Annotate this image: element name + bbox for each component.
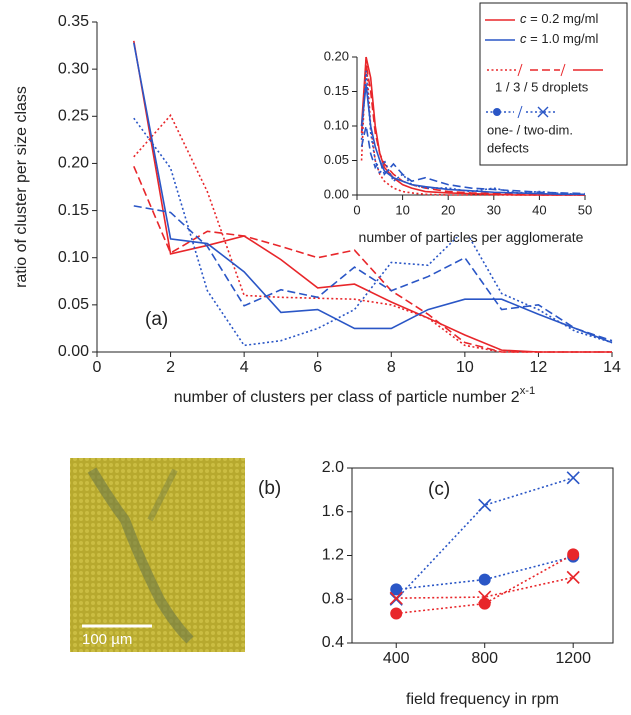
- y-tick-label: 0.05: [324, 152, 349, 167]
- y-tick-label: 0.20: [324, 48, 349, 63]
- x-axis-label-text: number of clusters per class of particle…: [174, 389, 520, 406]
- legend-label-italic: c: [520, 31, 527, 46]
- y-tick-label: 0.10: [324, 117, 349, 132]
- marker: [390, 583, 403, 596]
- series-line: [396, 555, 574, 591]
- x-axis-label: number of clusters per class of particle…: [174, 385, 535, 406]
- legend-label: defects: [487, 140, 529, 155]
- y-tick-label: 1.6: [322, 503, 344, 520]
- y-tick-label: 1.2: [322, 547, 344, 564]
- legend-separator: [517, 105, 523, 119]
- y-tick-label: 0.4: [322, 634, 344, 651]
- panel-label: (b): [258, 478, 281, 499]
- x-tick-label: 0: [93, 359, 102, 376]
- marker: [478, 597, 491, 610]
- y-tick-label: 0.05: [58, 296, 89, 313]
- legend-label-rest: = 1.0 mg/ml: [527, 31, 599, 46]
- marker: [478, 573, 491, 586]
- x-axis-label-text: field frequency in rpm: [406, 691, 559, 708]
- x-tick-label: 50: [578, 202, 592, 217]
- y-tick-label: 0.8: [322, 590, 344, 607]
- series-line: [360, 56, 585, 196]
- y-tick-label: 2.0: [322, 459, 344, 476]
- x-tick-label: 14: [603, 359, 621, 376]
- legend-label-rest: = 0.2 mg/ml: [527, 11, 599, 26]
- legend-marker: [493, 108, 501, 116]
- x-tick-label: 12: [530, 359, 548, 376]
- legend-label: c = 0.2 mg/ml: [520, 11, 598, 26]
- x-axis-label: number of particles per agglomerate: [359, 229, 584, 245]
- y-tick-label: 0.15: [324, 83, 349, 98]
- marker: [389, 591, 403, 605]
- y-tick-label: 0.00: [324, 186, 349, 201]
- series-line: [360, 84, 585, 196]
- marker: [567, 548, 580, 561]
- y-tick-label: 0.20: [58, 155, 89, 172]
- marker: [566, 471, 580, 485]
- x-axis-label: field frequency in rpm: [406, 691, 559, 708]
- y-tick-label: 0.25: [58, 108, 89, 125]
- marker: [390, 607, 403, 620]
- series-line: [132, 40, 612, 353]
- legend-label: 1 / 3 / 5 droplets: [495, 79, 589, 94]
- y-tick-label: 0.15: [58, 202, 89, 219]
- series-line: [132, 42, 613, 344]
- x-tick-label: 800: [471, 650, 498, 667]
- legend-label-italic: c: [520, 11, 527, 26]
- series-line: [133, 165, 612, 353]
- marker: [566, 570, 580, 584]
- x-tick-label: 400: [383, 650, 410, 667]
- x-axis-label-superscript: x-1: [520, 385, 536, 397]
- x-tick-label: 0: [353, 202, 360, 217]
- y-tick-label: 0.35: [58, 13, 89, 30]
- axis: [351, 467, 614, 644]
- panel-label: (a): [145, 309, 168, 330]
- series-line: [396, 576, 574, 599]
- legend-box: [479, 2, 628, 166]
- legend-label: one- / two-dim.: [487, 122, 573, 137]
- x-tick-label: 6: [313, 359, 322, 376]
- micrograph: 100 µm: [70, 458, 245, 652]
- series-line: [133, 205, 613, 342]
- x-tick-label: 2: [166, 359, 175, 376]
- x-axis-label-text: number of particles per agglomerate: [359, 229, 584, 245]
- y-axis-label: ratio of cluster per size class: [13, 86, 30, 288]
- x-tick-label: 10: [395, 202, 409, 217]
- x-tick-label: 30: [487, 202, 501, 217]
- x-tick-label: 20: [441, 202, 455, 217]
- legend-label: c = 1.0 mg/ml: [520, 31, 598, 46]
- scale-bar-label: 100 µm: [82, 631, 132, 648]
- y-tick-label: 0.30: [58, 60, 89, 77]
- series-line: [360, 70, 586, 196]
- series-line: [360, 125, 586, 195]
- x-tick-label: 40: [532, 202, 546, 217]
- x-tick-label: 4: [240, 359, 249, 376]
- marker: [478, 498, 492, 512]
- legend-separator: [517, 63, 523, 77]
- y-tick-label: 0.10: [58, 249, 89, 266]
- legend-marker: [537, 106, 549, 118]
- series-line: [395, 477, 574, 600]
- panel-label: (c): [428, 479, 450, 500]
- x-tick-label: 10: [456, 359, 474, 376]
- legend-separator: [560, 63, 566, 77]
- x-tick-label: 1200: [555, 650, 591, 667]
- x-tick-label: 8: [387, 359, 396, 376]
- y-tick-label: 0.00: [58, 343, 89, 360]
